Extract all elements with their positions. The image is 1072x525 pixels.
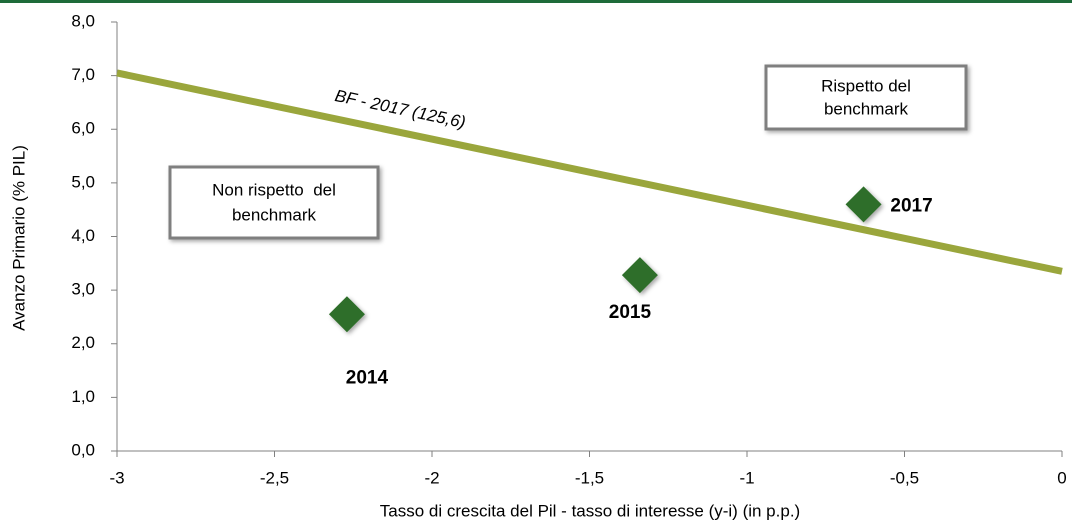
point-label: 2017 (890, 195, 932, 216)
x-tick-label: -0,5 (890, 468, 919, 487)
x-tick-label: -2 (424, 468, 439, 487)
point-label: 2015 (609, 302, 652, 323)
annotation: Rispetto del (821, 76, 911, 95)
y-tick-label: 0,0 (71, 440, 95, 459)
y-tick-label: 2,0 (71, 333, 95, 352)
x-tick-label: 0 (1057, 468, 1066, 487)
y-tick-label: 3,0 (71, 280, 95, 299)
point (845, 186, 882, 223)
point (328, 296, 365, 333)
top-rule (0, 0, 1072, 3)
annotation: Non rispetto del (212, 180, 336, 199)
y-tick-label: 7,0 (71, 65, 95, 84)
reference-line (116, 69, 1063, 275)
y-tick-label: 4,0 (71, 226, 95, 245)
annotation-box (764, 64, 968, 131)
annotation-box (168, 165, 380, 240)
y-tick-label: 5,0 (71, 172, 95, 191)
y-tick-label: 6,0 (71, 119, 95, 138)
annotation: benchmark (824, 99, 909, 118)
x-tick-label: -2,5 (260, 468, 289, 487)
annotation: benchmark (232, 205, 317, 224)
x-axis-title: Tasso di crescita del Pil - tasso di int… (380, 501, 800, 520)
y-axis-title: Avanzo Primario (% PIL) (9, 145, 28, 331)
x-tick-label: -1 (739, 468, 754, 487)
y-tick-label: 1,0 (71, 387, 95, 406)
point (621, 257, 658, 294)
x-tick-label: -1,5 (575, 468, 604, 487)
x-tick-label: -3 (109, 468, 124, 487)
point-label: 2014 (346, 367, 389, 388)
y-tick-label: 8,0 (71, 11, 95, 30)
